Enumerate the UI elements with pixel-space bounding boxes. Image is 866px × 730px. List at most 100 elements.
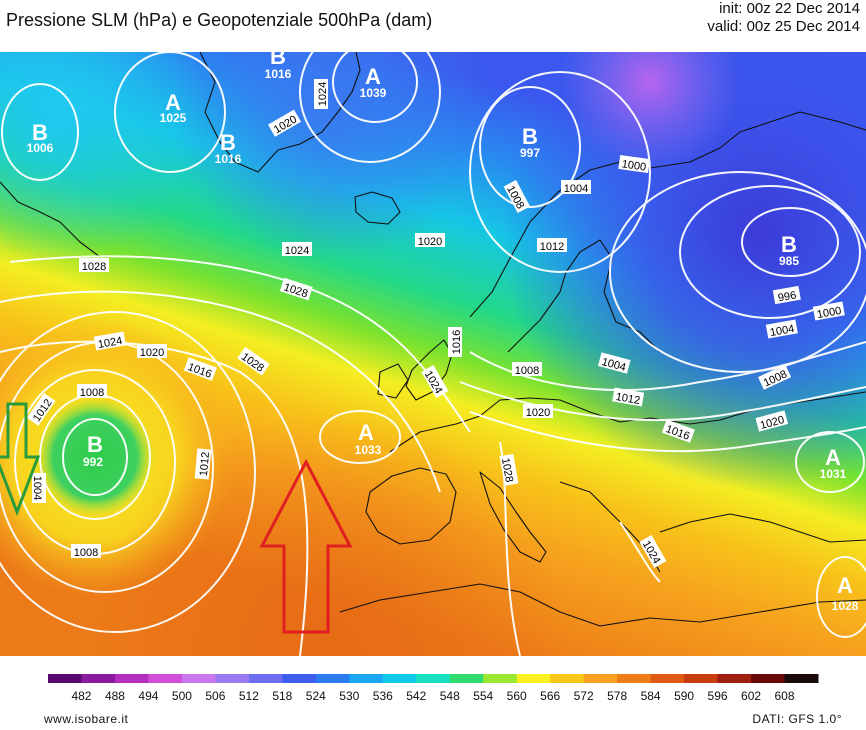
colorbar-swatch [550,674,585,683]
colorbar-tick-label: 542 [406,689,426,703]
isobar-low-ring-4 [0,311,256,633]
isobar-north-low-ring [469,71,651,273]
svg-text:1008: 1008 [515,365,539,377]
colorbar-swatch [382,674,417,683]
isobar-label: 1024 [93,331,126,351]
isobar-labels: 1024 1020 1024 1028 1028 1020 1008 1004 … [26,79,845,568]
isobar-azores-high [319,410,401,464]
svg-text:B: B [781,232,797,257]
isobar-label: 1012 [612,387,645,407]
svg-text:B: B [32,120,48,145]
svg-text:1028: 1028 [499,457,515,483]
svg-text:1016: 1016 [265,67,292,81]
svg-text:A: A [837,573,853,598]
svg-text:1016: 1016 [451,330,463,354]
svg-text:1000: 1000 [816,305,842,321]
colorbar-swatch [449,674,484,683]
colorbar-tick-label: 530 [339,689,359,703]
colorbar-swatch [282,674,317,683]
svg-text:B: B [270,52,286,69]
colorbar-swatch [349,674,384,683]
svg-text:985: 985 [779,254,799,268]
colorbar-tick-label: 488 [105,689,125,703]
colorbar-swatch [181,674,216,683]
isobar-label: 1020 [415,233,445,248]
colorbar-swatch [148,674,183,683]
init-time: init: 00z 22 Dec 2014 [719,0,860,17]
colorbar-swatch [516,674,551,683]
colorbar-swatch [784,674,819,683]
isobar-label: 1000 [812,301,845,321]
colorbar-swatch [416,674,451,683]
isobar-low-center-992 [62,418,128,496]
colorbar-swatch [751,674,786,683]
isobar-label: 1012 [194,448,212,480]
valid-time: valid: 00z 25 Dec 2014 [707,18,860,35]
colorbar-swatch [717,674,752,683]
isobar-iceland-high-outer [299,52,441,163]
data-source: DATI: GFS 1.0° [752,712,842,726]
isobar-label: 1028 [499,453,519,486]
svg-text:B: B [220,130,236,155]
isobar-label: 996 [772,285,801,304]
colorbar-tick-label: 602 [741,689,761,703]
svg-text:1006: 1006 [27,141,54,155]
svg-text:997: 997 [520,146,540,160]
svg-text:1024: 1024 [97,335,123,351]
svg-text:1012: 1012 [615,391,641,407]
run-info: init: 00z 22 Dec 2014 valid: 00z 25 Dec … [707,0,860,36]
colorbar-tick-label: 572 [574,689,594,703]
colorbar-tick-label: 548 [440,689,460,703]
weather-map: 1024 1020 1024 1028 1028 1020 1008 1004 … [0,52,866,656]
colorbar-tick-label: 536 [373,689,393,703]
colorbar-swatch [684,674,719,683]
red-up-arrow [259,458,353,634]
isobar-east-high-1031 [795,431,865,493]
colorbar-swatch [617,674,652,683]
annotation-arrows [0,402,353,634]
isobar-label: 1012 [537,238,567,253]
colorbar-tick-label: 500 [172,689,192,703]
isobar-east-low-985 [741,207,839,277]
svg-text:1012: 1012 [540,241,564,253]
colorbar-tick-label: 512 [239,689,259,703]
colorbar-swatch [315,674,350,683]
isobar-label: 1020 [137,344,167,359]
svg-text:1012: 1012 [198,451,212,476]
svg-text:1016: 1016 [215,152,242,166]
svg-text:996: 996 [777,289,797,304]
svg-text:992: 992 [83,455,103,469]
svg-text:1039: 1039 [360,86,387,100]
colorbar-swatch [81,674,116,683]
isobar-label: 1024 [282,242,312,257]
svg-text:1033: 1033 [355,443,382,457]
colorbar-tick-label: 494 [138,689,158,703]
colorbar-swatch [483,674,518,683]
svg-text:1028: 1028 [832,599,859,613]
colorbar-tick-label: 506 [205,689,225,703]
isobar-east-low-ring-2 [609,171,866,373]
svg-text:1031: 1031 [820,467,847,481]
svg-text:B: B [522,124,538,149]
colorbar-tick-label: 554 [473,689,493,703]
isobar-iceland-high [332,52,418,123]
colorbar-tick-labels: 482 488 494 500 506 512 518 524 530 536 542 548 554 5… [71,689,794,703]
isobar-label: 1008 [71,544,101,559]
svg-text:1020: 1020 [140,347,164,359]
svg-text:1008: 1008 [74,547,98,559]
svg-text:1004: 1004 [31,476,43,500]
chart-title: Pressione SLM (hPa) e Geopotenziale 500h… [6,10,433,30]
colorbar-tick-label: 608 [775,689,795,703]
source-site: www.isobare.it [44,712,129,726]
colorbar-swatch [583,674,618,683]
colorbar-tick-label: 578 [607,689,627,703]
svg-text:1025: 1025 [160,111,187,125]
